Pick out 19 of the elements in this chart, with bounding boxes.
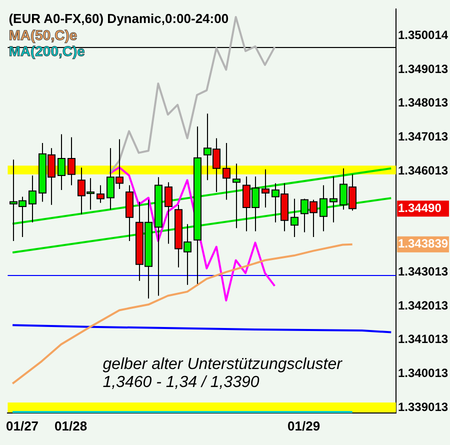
text: MA(50,C)e: [8, 27, 78, 44]
y-tick-label: 1.346013: [398, 163, 448, 178]
y-tick-label: 1.347013: [398, 129, 448, 144]
y-tick-label: 1.343013: [398, 264, 448, 279]
y-tick-label: 1.340013: [398, 366, 448, 380]
x-tick-label: 01/28: [54, 418, 88, 434]
x-tick-label: 01/27: [6, 418, 39, 434]
chart-title: (EUR A0-FX,60) Dynamic,0:00-24:00: [8, 11, 229, 26]
y-tick-label: 1.348013: [398, 96, 448, 110]
y-tick-label: 1.339013: [398, 400, 448, 414]
y-tick-label: 1.341013: [398, 332, 448, 346]
x-tick-label: 01/29: [288, 418, 320, 434]
y-tick-label: 1.349013: [398, 62, 448, 76]
annotation: gelber alter Unterstützungscluster 1,3460 - 1,34 / 1,3390: [102, 356, 343, 392]
y-tick-label: 1.343839: [398, 236, 448, 251]
text: MA(200,C)e: [8, 43, 86, 60]
y-tick-label: 1.342013: [398, 298, 448, 312]
y-tick-label: 1.350014: [398, 28, 448, 42]
y-tick-label: 1.34490: [398, 200, 442, 215]
